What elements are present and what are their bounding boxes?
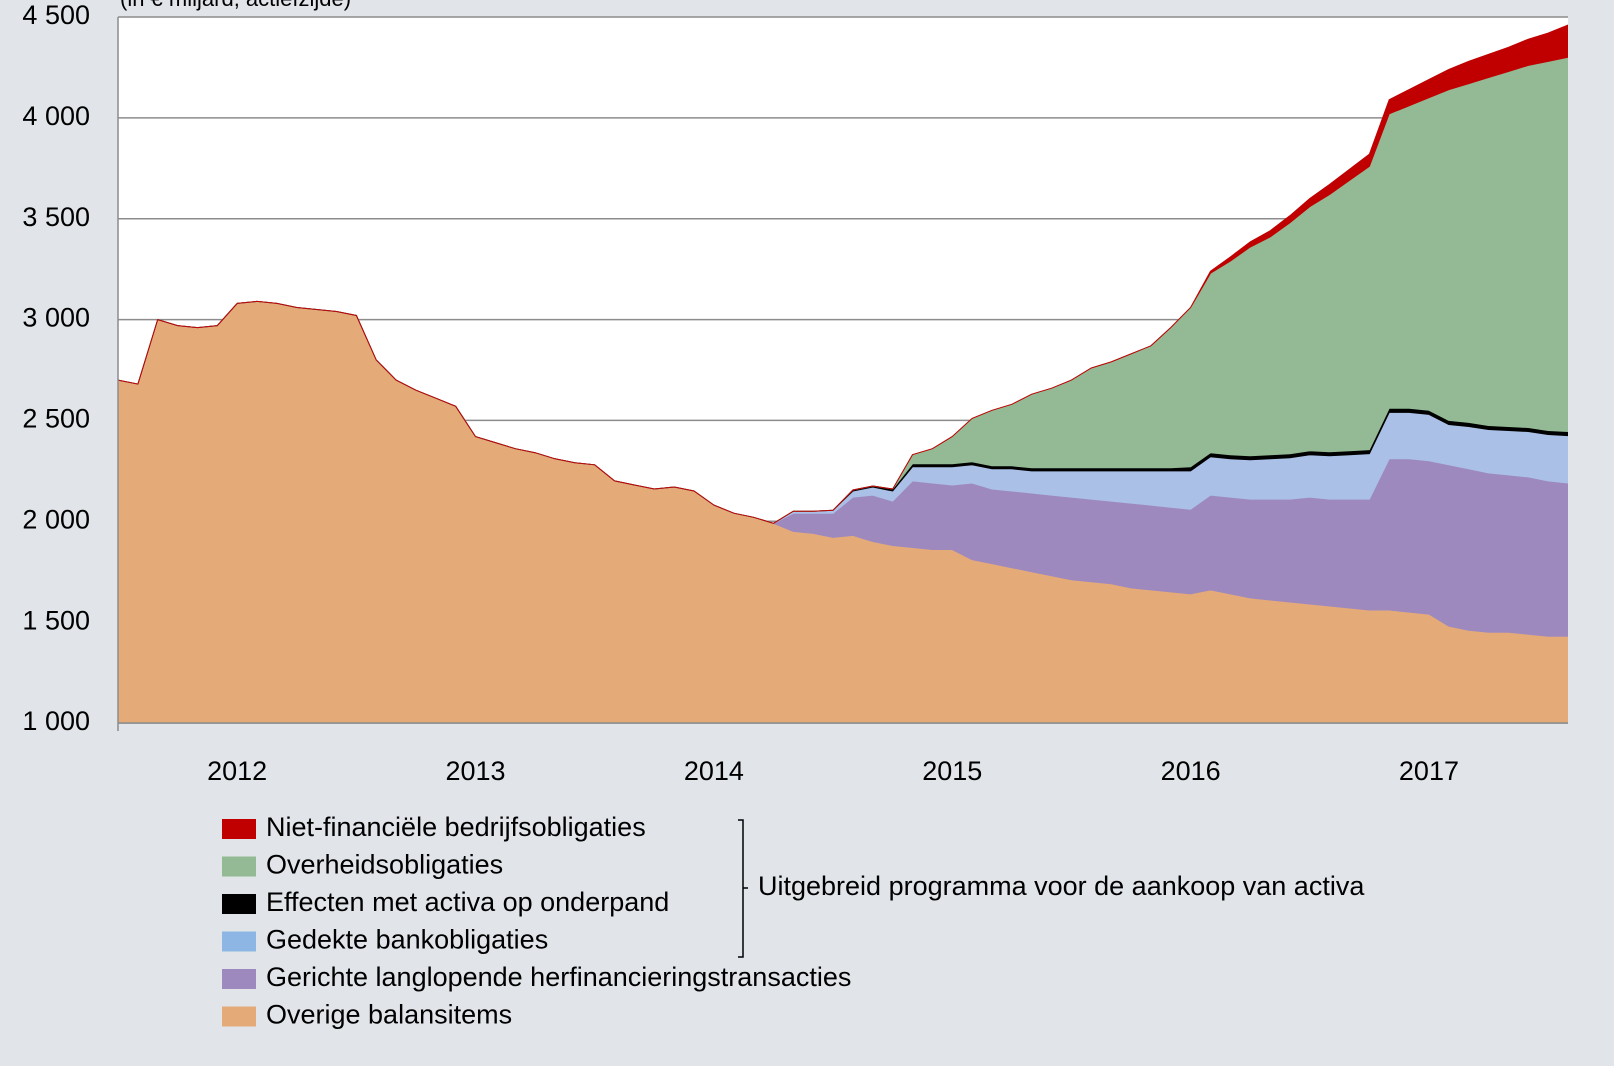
legend-label: Niet-financiële bedrijfsobligaties (266, 812, 646, 842)
legend-swatch (222, 894, 256, 914)
y-tick-label: 2 000 (22, 504, 90, 534)
legend-swatch (222, 931, 256, 952)
area (118, 24, 1568, 524)
y-tick-label: 4 000 (22, 101, 90, 131)
legend-label: Gerichte langlopende herfinancieringstra… (266, 962, 851, 992)
annotation: Uitgebreid programma voor de aankoop van… (758, 871, 1365, 901)
legend-label: Gedekte bankobligaties (266, 925, 548, 955)
y-tick-label: 2 500 (22, 404, 90, 434)
x-tick-label: 2012 (207, 756, 267, 786)
legend-swatch (222, 1006, 256, 1027)
x-tick-label: 2013 (445, 756, 505, 786)
y-tick-label: 4 500 (22, 0, 90, 30)
y-tick-label: 1 000 (22, 706, 90, 736)
legend-label: Overheidsobligaties (266, 850, 503, 880)
legend-label: Overige balansitems (266, 1000, 512, 1030)
y-tick-label: 3 500 (22, 202, 90, 232)
legend-swatch (222, 819, 256, 839)
x-tick-label: 2017 (1399, 756, 1459, 786)
areas (118, 24, 1568, 723)
y-tick-label: 1 500 (22, 605, 90, 635)
x-tick-label: 2015 (922, 756, 982, 786)
chart-subtitle: (in € miljard, actiefzijde) (120, 0, 351, 11)
legend-brace (738, 819, 748, 958)
y-tick-label: 3 000 (22, 303, 90, 333)
legend-swatch (222, 969, 256, 989)
legend-label: Effecten met activa op onderpand (266, 887, 669, 917)
x-tick-label: 2014 (684, 756, 744, 786)
legend-swatch (222, 856, 256, 877)
x-tick-label: 2016 (1161, 756, 1221, 786)
